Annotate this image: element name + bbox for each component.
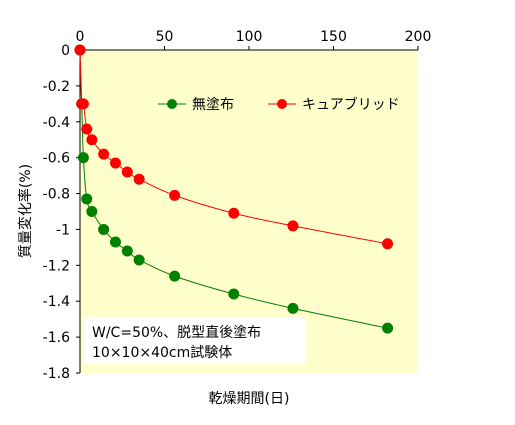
x-ticks: 0 50 100 150 200 [76, 29, 432, 50]
data-point [74, 44, 86, 56]
x-tick-label: 150 [320, 29, 347, 45]
data-point [287, 302, 299, 314]
legend-marker [167, 99, 177, 109]
legend-marker [277, 99, 287, 109]
annotation-line-1: W/C=50%、脱型直後塗布 [92, 324, 261, 341]
y-tick-label: 0 [61, 43, 70, 59]
x-tick-label: 100 [236, 29, 263, 45]
annotation-box [84, 318, 306, 364]
data-point [169, 270, 181, 282]
y-tick-label: -0.8 [43, 187, 70, 203]
y-tick-label: -1.2 [43, 258, 70, 274]
y-tick-label: -0.6 [43, 151, 70, 167]
y-axis-label: 質量変化率(%) [17, 164, 34, 258]
data-point [86, 206, 98, 217]
data-point [228, 288, 240, 300]
y-tick-label: -1 [56, 222, 70, 238]
data-point [98, 223, 110, 235]
data-point [81, 193, 93, 205]
data-point [169, 189, 181, 201]
annotation: W/C=50%、脱型直後塗布 10×10×40cm試験体 [84, 318, 306, 364]
y-tick-label: -1.6 [43, 330, 70, 346]
x-tick-label: 0 [76, 29, 85, 45]
data-point [81, 123, 93, 135]
data-point [228, 207, 240, 219]
data-point [77, 152, 89, 164]
data-point [382, 238, 394, 250]
data-point [133, 173, 145, 185]
series-2 [74, 44, 394, 250]
data-point [98, 148, 110, 160]
data-point [109, 157, 121, 169]
y-ticks: 0 -0.2 -0.4 -0.6 -0.8 -1 -1.2 -1.4 -1.6 -1.8 [43, 43, 80, 382]
x-tick-label: 200 [405, 29, 432, 45]
y-tick-label: -0.2 [43, 79, 70, 95]
x-tick-label: 50 [156, 29, 174, 45]
legend-label: キュアブリッド [302, 96, 400, 113]
data-point [121, 245, 133, 257]
data-point [109, 236, 121, 248]
data-point [121, 166, 133, 178]
data-point [77, 98, 89, 110]
series-layer [74, 44, 394, 334]
legend: 無塗布 キュアブリッド [158, 96, 400, 113]
annotation-line-2: 10×10×40cm試験体 [92, 345, 232, 361]
data-point [382, 322, 394, 334]
x-axis-label: 乾燥期間(日) [209, 391, 290, 407]
y-tick-label: -1.4 [43, 294, 70, 310]
y-tick-label: -1.8 [43, 366, 70, 382]
data-point [86, 134, 98, 146]
legend-label: 無塗布 [192, 96, 234, 113]
data-point [287, 220, 299, 232]
data-point [133, 254, 145, 266]
y-tick-label: -0.4 [43, 115, 70, 131]
